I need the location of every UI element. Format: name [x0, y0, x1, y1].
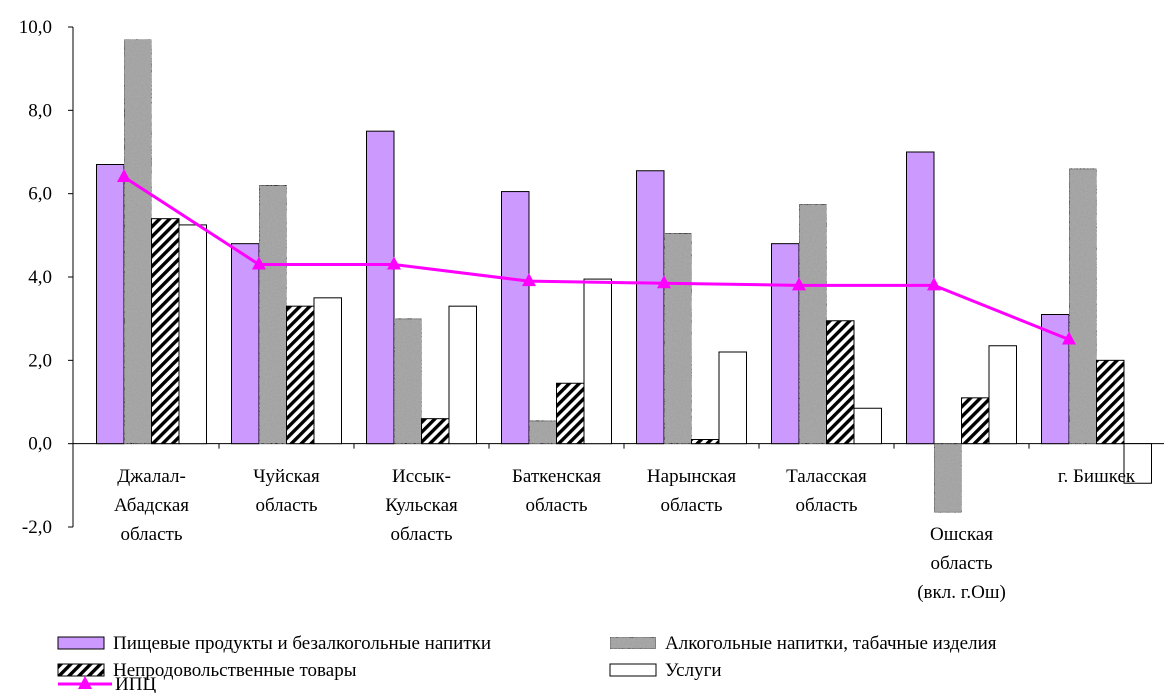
legend: Пищевые продукты и безалкогольные напитк… [57, 633, 997, 693]
bar-series-3-cat-6 [826, 320, 855, 445]
cpi-line [117, 169, 1076, 345]
bar-series-3-cat-5 [691, 439, 720, 445]
category-label-line: область [930, 553, 992, 574]
category-label-line: Абадская [114, 495, 189, 516]
bar-series-2-cat-5 [663, 232, 692, 445]
bar-series-3-cat-3 [421, 418, 450, 445]
bar-series-4-cat-8 [1123, 443, 1152, 484]
category-label-line: Иссык- [392, 466, 451, 487]
legend-label-1: Пищевые продукты и безалкогольные напитк… [113, 633, 491, 654]
y-tick-label: 10,0 [19, 17, 52, 38]
cpi-point [117, 169, 131, 182]
bar-series-2-cat-6 [798, 203, 827, 445]
bar-series-1-cat-3 [366, 130, 395, 445]
cpi-point [927, 277, 941, 291]
bar-series-1-cat-7 [906, 151, 935, 445]
bar-series-2-cat-1 [123, 39, 152, 445]
legend-swatch-4 [609, 663, 657, 677]
legend-swatch-2 [609, 636, 657, 650]
category-label-line: область [525, 495, 587, 516]
cpi-point [792, 277, 806, 291]
bar-series-1-cat-1 [96, 164, 125, 445]
y-tick-label: 6,0 [28, 184, 52, 205]
cpi-line-path [123, 175, 1070, 341]
bar-series-3-cat-7 [961, 397, 990, 445]
category-label: Джалал- Абадская область [114, 466, 189, 545]
legend-swatch-1 [57, 636, 105, 650]
bars [96, 39, 1152, 513]
category-label-line: г. Бишкек [1058, 466, 1136, 487]
category-label-line: Таласская [786, 466, 867, 487]
cpi-point [1062, 331, 1076, 345]
category-label-line: Ошская [930, 524, 993, 545]
bar-series-2-cat-2 [258, 184, 287, 445]
category-label-line: область [795, 495, 857, 516]
legend-label-5: ИПЦ [115, 674, 156, 693]
bar-series-4-cat-6 [853, 407, 882, 445]
category-label-line: Джалал- [117, 466, 186, 487]
bar-series-1-cat-2 [231, 243, 260, 445]
y-tick-label: 0,0 [28, 434, 52, 455]
bar-series-1-cat-8 [1041, 314, 1070, 445]
category-label: Иссык- Кульская область [385, 466, 458, 545]
legend-label-2: Алкогольные напитки, табачные изделия [665, 633, 997, 654]
bar-series-1-cat-4 [501, 191, 530, 445]
category-label-line: область [660, 495, 722, 516]
category-label: Нарынская область [647, 466, 736, 516]
bar-series-3-cat-1 [151, 218, 180, 445]
y-tick-label: -2,0 [22, 517, 52, 538]
bar-series-3-cat-4 [556, 382, 585, 445]
bar-series-1-cat-6 [771, 243, 800, 445]
bar-series-4-cat-2 [313, 297, 342, 445]
y-tick-label: 2,0 [28, 350, 52, 371]
bar-series-2-cat-7 [933, 443, 962, 513]
category-label: Баткенская область [512, 466, 601, 516]
cpi-point [657, 275, 671, 289]
category-label-line: Нарынская [647, 466, 736, 487]
bar-series-4-cat-3 [448, 305, 477, 445]
category-label-line: область [390, 524, 452, 545]
category-label: Таласская область [786, 466, 867, 516]
bar-series-2-cat-3 [393, 318, 422, 445]
bar-series-4-cat-5 [718, 351, 747, 445]
bar-series-3-cat-8 [1096, 359, 1125, 445]
category-label-line: Баткенская [512, 466, 601, 487]
bar-series-1-cat-5 [636, 170, 665, 445]
bar-series-2-cat-8 [1068, 168, 1097, 445]
bar-series-2-cat-4 [528, 420, 557, 445]
legend-swatch-3 [57, 663, 105, 677]
bar-series-4-cat-4 [583, 278, 612, 445]
category-label-line: область [255, 495, 317, 516]
category-label-line: область [120, 524, 182, 545]
cpi-point [522, 273, 536, 287]
legend-label-4: Услуги [665, 660, 722, 681]
category-label: г. Бишкек [1058, 466, 1136, 487]
cpi-point [252, 256, 266, 270]
bar-series-4-cat-1 [178, 224, 207, 445]
bar-series-4-cat-7 [988, 345, 1017, 445]
category-label-line: Кульская [385, 495, 458, 516]
category-label: Ошская область (вкл. г.Ош) [917, 524, 1006, 603]
legend-marker [78, 676, 92, 689]
legend-label-3: Непродовольственные товары [113, 660, 357, 681]
cpi-point [387, 256, 401, 270]
category-label-line: Чуйская [253, 466, 320, 487]
y-tick-label: 4,0 [28, 267, 52, 288]
category-label-line: (вкл. г.Ош) [917, 582, 1006, 603]
category-label: Чуйская область [253, 466, 320, 516]
y-tick-label: 8,0 [28, 100, 52, 121]
bar-series-3-cat-2 [286, 305, 315, 445]
